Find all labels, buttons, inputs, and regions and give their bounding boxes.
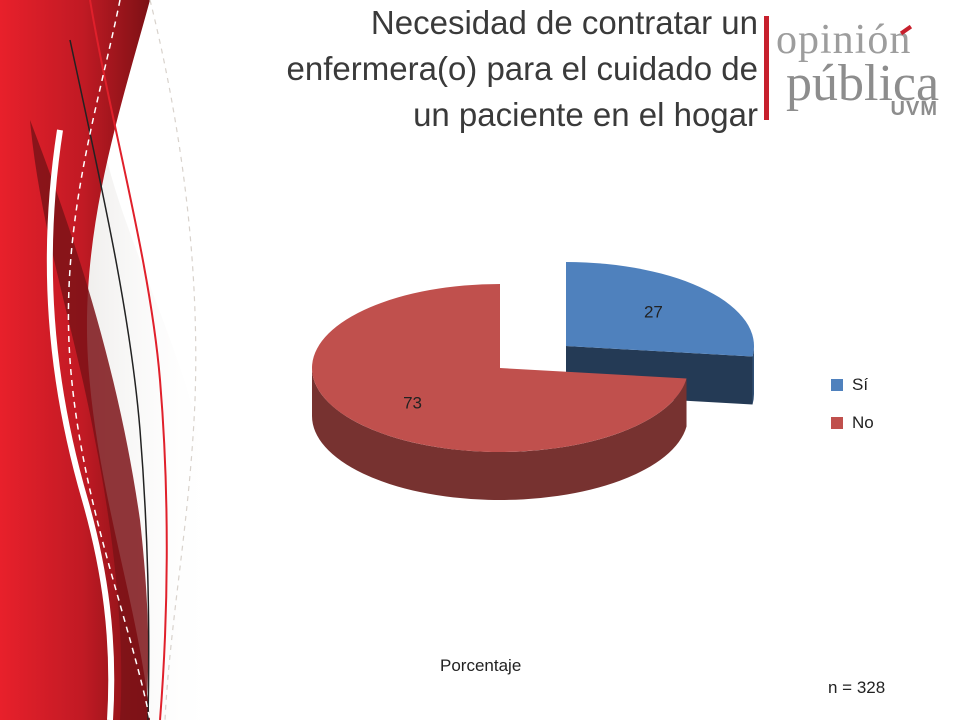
sample-size-label: n = 328 bbox=[828, 678, 886, 697]
pie-tops: 27 73 bbox=[311, 262, 755, 452]
legend-item-no: No bbox=[831, 404, 874, 442]
logo-divider-bar bbox=[764, 16, 769, 120]
title-line: un paciente en el hogar bbox=[413, 96, 758, 133]
slice-side-no bbox=[312, 368, 687, 500]
slice-side-si bbox=[752, 346, 754, 405]
bg-thin-line-black bbox=[69, 39, 150, 720]
legend-swatch-si bbox=[831, 379, 843, 391]
logo-line-publica: pública bbox=[786, 55, 940, 112]
legend-item-si: Sí bbox=[831, 366, 874, 404]
title-line: enfermera(o) para el cuidado de bbox=[286, 50, 758, 87]
legend-label-no: No bbox=[852, 413, 874, 432]
legend-label-si: Sí bbox=[852, 375, 869, 394]
slice-top-no bbox=[311, 284, 687, 452]
data-label-si: 27 bbox=[644, 303, 663, 322]
title-line: Necesidad de contratar un bbox=[370, 4, 758, 41]
slice-top-si bbox=[566, 262, 755, 357]
opinion-publica-logo: opinión pública UVM bbox=[776, 17, 946, 120]
bg-dashed-line-2 bbox=[149, 0, 197, 720]
bg-dark-swoosh bbox=[30, 120, 149, 720]
bg-dashed-line bbox=[67, 0, 151, 720]
logo-line-uvm: UVM bbox=[890, 98, 938, 120]
legend-swatch-no bbox=[831, 417, 843, 429]
bg-white-curve bbox=[46, 129, 115, 720]
chart-legend: Sí No bbox=[831, 366, 874, 442]
bg-thin-line-red bbox=[89, 0, 168, 720]
slide-title: Necesidad de contratar un enfermera(o) p… bbox=[198, 0, 758, 138]
data-label-no: 73 bbox=[403, 393, 422, 412]
logo-line-opinion: opinión bbox=[776, 17, 912, 63]
measure-label: Porcentaje bbox=[440, 656, 522, 675]
